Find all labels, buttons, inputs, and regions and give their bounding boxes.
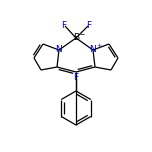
Text: F: F [61, 21, 67, 31]
Text: −: − [79, 31, 84, 36]
Text: F: F [86, 21, 92, 31]
Text: +: + [96, 43, 101, 48]
Text: B: B [73, 33, 79, 43]
Text: N: N [56, 45, 62, 55]
Text: N: N [90, 45, 96, 55]
Text: F: F [73, 74, 79, 83]
